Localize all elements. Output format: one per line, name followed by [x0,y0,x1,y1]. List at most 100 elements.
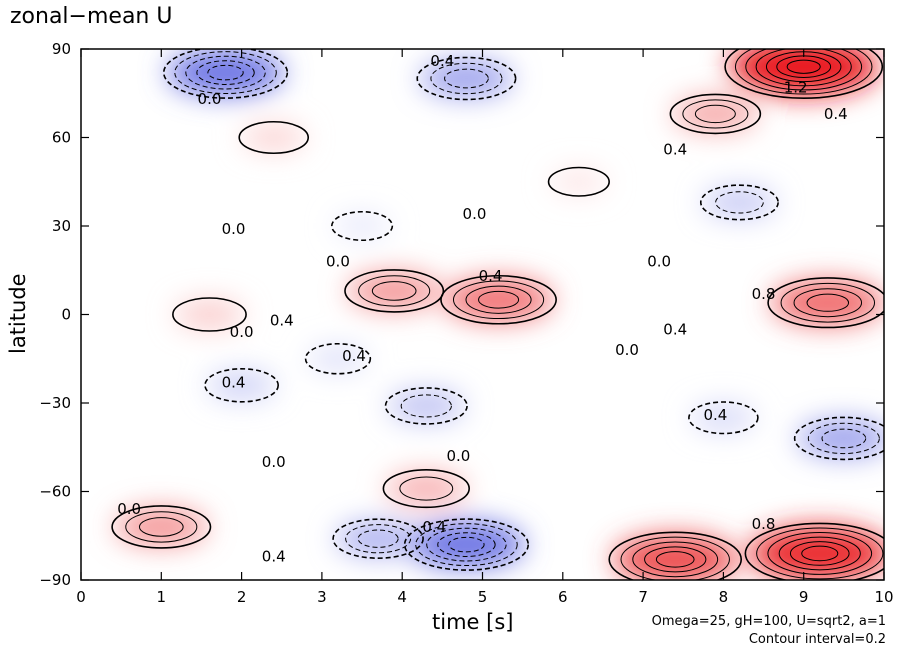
contour-line [780,282,876,323]
u-feature-1 [673,96,758,131]
contour-line [204,367,279,403]
x-tick-label: 10 [874,588,893,606]
x-tick-label: 8 [719,588,729,606]
contour-label-15: 0.4 [703,406,727,424]
contour-line [172,297,247,332]
y-axis-label: latitude [6,273,30,354]
contour-label-17: 0.0 [446,447,470,465]
contour-line [452,280,545,320]
contour-line [644,546,707,573]
contour-line [426,527,507,562]
parameter-note: Omega=25, gH=100, U=sqrt2, a=1 [651,614,886,629]
contour-label-4: 0.0 [222,220,246,238]
u-feature-13 [336,521,421,556]
u-feature-2 [444,278,553,321]
contour-label-0: 1.2 [784,78,808,96]
contour-line [437,532,496,557]
y-tick-label: −30 [39,394,71,412]
u-feature-6 [749,526,884,580]
x-tick-label: 1 [157,588,167,606]
contour-line [162,49,289,99]
x-tick-label: 3 [317,588,327,606]
contour-label-14: 0.4 [222,373,246,391]
x-tick-label: 5 [478,588,488,606]
u-feature-14 [797,420,884,457]
u-feature-18 [207,371,276,400]
contour-line [688,401,759,435]
contour-line [448,536,485,553]
contour-label-19: 0.4 [422,518,446,536]
contour-line [724,49,884,99]
contour-label-1: 0.4 [824,105,848,123]
contour-line [655,551,695,568]
u-feature-5 [175,300,244,329]
x-tick-label: 4 [397,588,407,606]
contour-label-13: 0.4 [342,347,366,365]
u-feature-19 [307,345,368,372]
contour-line [465,285,532,314]
contour-line [185,55,266,90]
contour-label-5: 0.0 [326,252,350,270]
contour-line [416,56,517,101]
axes-layer: 0 1 2 3 4 5 6 7 8 9 10 90 60 30 0 −30 −60 −90 [39,40,893,606]
contour-interval-note: Contour interval=0.2 [748,632,886,647]
contour-line [755,49,852,87]
y-tick-label: −90 [39,571,71,589]
contour-line [478,290,520,309]
contour-label-7: 0.4 [479,267,503,285]
contour-label-21: 0.0 [117,500,141,518]
u-feature-21 [241,124,306,151]
y-tick-label: 90 [52,40,71,58]
u-feature-9 [386,472,467,505]
contour-line [821,428,867,449]
contour-line [371,281,417,301]
contour-line [620,536,730,580]
x-tick-label: 7 [638,588,648,606]
chart-title: zonal−mean U [10,4,173,29]
x-tick-label: 6 [558,588,568,606]
contour-line [807,422,880,455]
u-feature-4 [348,272,441,310]
contour-label-3: 0.0 [463,205,487,223]
x-tick-label: 2 [237,588,247,606]
x-tick-label: 0 [76,588,86,606]
contour-line [345,524,412,554]
contour-line [332,518,424,560]
contour-line [415,523,518,567]
contour-line [767,277,884,329]
contour-line [174,51,277,95]
contour-label-9: 0.4 [270,311,294,329]
contour-line [344,269,445,313]
contour-line [756,527,884,580]
contour-label-6: 0.0 [647,252,671,270]
u-feature-20 [550,169,607,194]
contour-line [547,166,610,197]
contour-line [669,93,762,135]
contour-label-10: 0.0 [230,323,254,341]
y-tick-label: 0 [61,306,71,324]
u-feature-17 [388,390,465,422]
contour-label-8: 0.8 [752,285,776,303]
contour-line [694,104,736,124]
u-feature-7 [613,535,738,580]
u-feature-3 [771,280,884,325]
contour-line [238,120,310,155]
contour-line [399,476,454,501]
contour-line [400,394,452,418]
contour-line [196,60,255,85]
contour-line [382,468,470,509]
contour-line [806,293,850,312]
y-tick-label: 60 [52,129,71,147]
y-tick-label: −60 [39,483,71,501]
contour-line [744,522,884,580]
contour-label-12: 0.0 [615,341,639,359]
u-feature-10 [167,50,284,96]
contour-label-18: 0.8 [752,515,776,533]
contour-line [699,184,779,221]
contour-label-16: 0.0 [262,453,286,471]
contour-line [440,274,557,325]
contour-line [767,532,873,575]
contour-line [793,416,884,461]
contour-label-20: 0.4 [262,547,286,565]
